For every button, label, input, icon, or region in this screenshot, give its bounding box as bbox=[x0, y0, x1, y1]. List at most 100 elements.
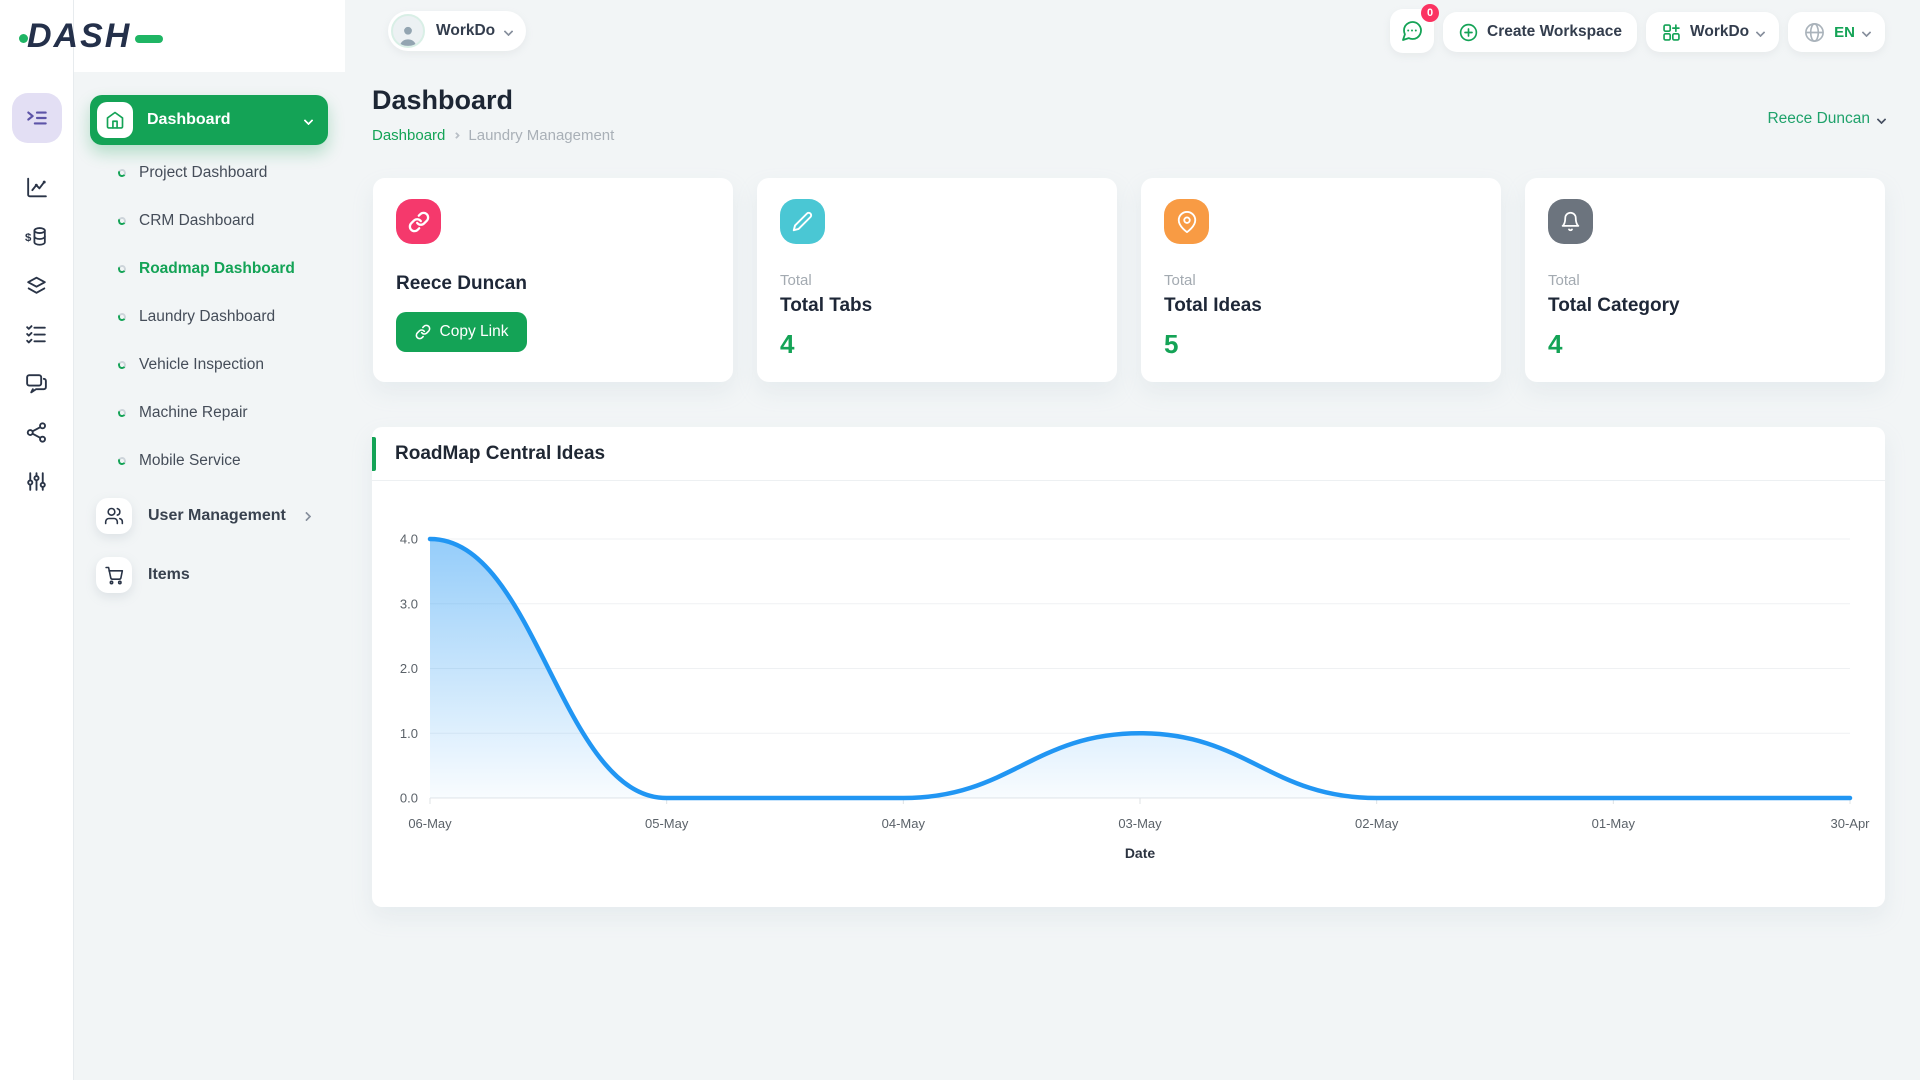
page-user-label: Reece Duncan bbox=[1767, 110, 1870, 127]
chevron-down-icon bbox=[1755, 27, 1766, 37]
rail-item-settings[interactable] bbox=[24, 469, 49, 494]
breadcrumb-separator-icon bbox=[453, 131, 461, 140]
sub-item-label: Machine Repair bbox=[139, 404, 248, 421]
svg-text:2.0: 2.0 bbox=[400, 661, 418, 676]
bullet-icon bbox=[117, 264, 127, 274]
stat-label: Total Ideas bbox=[1164, 295, 1262, 316]
person-icon bbox=[399, 26, 417, 46]
sub-item-label: Laundry Dashboard bbox=[139, 308, 276, 325]
sidebar-item-project-dashboard[interactable]: Project Dashboard bbox=[75, 149, 345, 197]
line-chart-icon bbox=[27, 177, 47, 198]
sidebar-item-machine-repair[interactable]: Machine Repair bbox=[75, 389, 345, 437]
page-title: Dashboard bbox=[372, 85, 514, 115]
svg-text:1.0: 1.0 bbox=[400, 726, 418, 741]
rail-item-projects[interactable] bbox=[11, 93, 62, 143]
stat-value: 4 bbox=[780, 329, 795, 359]
location-pin-iconbox bbox=[1164, 199, 1209, 244]
language-label: EN bbox=[1834, 23, 1855, 41]
pencil-icon bbox=[792, 211, 813, 232]
bullet-icon bbox=[117, 216, 127, 226]
rail-item-finance[interactable]: $ bbox=[24, 224, 49, 249]
rail-item-layers[interactable] bbox=[24, 273, 49, 298]
finance-coins-icon: $ bbox=[25, 227, 46, 246]
share-nodes-icon bbox=[26, 422, 46, 443]
logo-accent-dash bbox=[135, 35, 164, 43]
cart-icon bbox=[105, 566, 124, 585]
stat-kicker: Total bbox=[1164, 272, 1196, 289]
workspace-user-dropdown[interactable]: WorkDo bbox=[388, 11, 527, 51]
sidebar-item-dashboard[interactable]: Dashboard bbox=[90, 95, 328, 145]
copy-link-label: Copy Link bbox=[439, 323, 509, 340]
chart-card-header: RoadMap Central Ideas bbox=[372, 427, 1885, 481]
svg-text:3.0: 3.0 bbox=[400, 596, 418, 611]
home-icon bbox=[106, 111, 124, 129]
pencil-iconbox bbox=[780, 199, 825, 244]
svg-text:02-May: 02-May bbox=[1355, 816, 1399, 831]
stat-card-total-ideas: Total Total Ideas 5 bbox=[1141, 178, 1501, 382]
copy-link-button[interactable]: Copy Link bbox=[396, 312, 527, 352]
sidebar-item-vehicle-inspection[interactable]: Vehicle Inspection bbox=[75, 341, 345, 389]
dashboard-sub-list: Project Dashboard CRM Dashboard Roadmap … bbox=[75, 149, 345, 485]
sidebar-item-mobile-service[interactable]: Mobile Service bbox=[75, 437, 345, 485]
svg-text:30-Apr: 30-Apr bbox=[1830, 816, 1870, 831]
chat-bubble-icon bbox=[1402, 21, 1422, 41]
chevron-down-icon bbox=[1876, 114, 1887, 124]
bullet-icon bbox=[117, 456, 127, 466]
svg-text:03-May: 03-May bbox=[1118, 816, 1162, 831]
sliders-icon bbox=[27, 472, 46, 491]
sub-item-label: Mobile Service bbox=[139, 452, 241, 469]
sidebar-item-laundry-dashboard[interactable]: Laundry Dashboard bbox=[75, 293, 345, 341]
checklist-icon bbox=[26, 325, 46, 344]
page-user-dropdown[interactable]: Reece Duncan bbox=[1767, 110, 1887, 128]
home-iconbox bbox=[97, 102, 133, 138]
avatar bbox=[391, 14, 425, 48]
svg-text:Date: Date bbox=[1125, 845, 1156, 861]
rail-item-messages[interactable] bbox=[24, 371, 49, 396]
rail-item-analytics[interactable] bbox=[24, 175, 49, 200]
sidebar-item-label: User Management bbox=[148, 507, 286, 524]
stat-kicker: Total bbox=[780, 272, 812, 289]
bullet-icon bbox=[117, 408, 127, 418]
svg-text:06-May: 06-May bbox=[408, 816, 452, 831]
stat-kicker: Total bbox=[1548, 272, 1580, 289]
sidebar-item-crm-dashboard[interactable]: CRM Dashboard bbox=[75, 197, 345, 245]
cart-iconbox bbox=[96, 557, 132, 593]
stat-card-total-category: Total Total Category 4 bbox=[1525, 178, 1885, 382]
rail-item-share[interactable] bbox=[24, 420, 49, 445]
chart-card-title: RoadMap Central Ideas bbox=[395, 442, 606, 464]
bell-iconbox bbox=[1548, 199, 1593, 244]
create-workspace-button[interactable]: Create Workspace bbox=[1443, 12, 1638, 52]
sub-item-label: Vehicle Inspection bbox=[139, 356, 264, 373]
messages-icon bbox=[26, 374, 47, 394]
stat-label: Total Category bbox=[1548, 295, 1680, 316]
location-pin-icon bbox=[1177, 210, 1196, 233]
sidebar-item-roadmap-dashboard[interactable]: Roadmap Dashboard bbox=[75, 245, 345, 293]
stat-value: 4 bbox=[1548, 329, 1563, 359]
page-header: Dashboard Dashboard Laundry Management bbox=[372, 84, 614, 144]
stat-value: 5 bbox=[1164, 329, 1179, 359]
language-dropdown[interactable]: EN bbox=[1788, 12, 1885, 52]
bullet-icon bbox=[117, 360, 127, 370]
breadcrumb-current: Laundry Management bbox=[468, 127, 615, 144]
profile-name: Reece Duncan bbox=[396, 273, 527, 294]
rail-item-todo[interactable] bbox=[24, 322, 49, 347]
globe-icon bbox=[1805, 22, 1825, 42]
messages-button[interactable]: 0 bbox=[1390, 4, 1440, 53]
profile-card: Reece Duncan Copy Link bbox=[373, 178, 733, 382]
logo-accent-dot bbox=[19, 34, 28, 43]
svg-text:0.0: 0.0 bbox=[400, 791, 418, 806]
chevron-right-icon bbox=[301, 511, 312, 521]
users-icon bbox=[104, 507, 124, 525]
svg-text:04-May: 04-May bbox=[882, 816, 926, 831]
bell-icon bbox=[1561, 211, 1580, 232]
sidebar-item-user-management[interactable]: User Management bbox=[75, 488, 345, 544]
brand-logo[interactable]: DASH bbox=[19, 16, 164, 56]
workspace-switcher-dropdown[interactable]: WorkDo bbox=[1646, 12, 1780, 52]
chevron-down-icon bbox=[503, 26, 514, 36]
breadcrumb-link-dashboard[interactable]: Dashboard bbox=[372, 127, 446, 144]
workspace-user-label: WorkDo bbox=[436, 22, 496, 39]
sidebar-item-items[interactable]: Items bbox=[75, 547, 345, 603]
link-iconbox bbox=[396, 199, 441, 244]
topbar-right: 0 Create Workspace WorkDo EN bbox=[1390, 4, 1885, 53]
